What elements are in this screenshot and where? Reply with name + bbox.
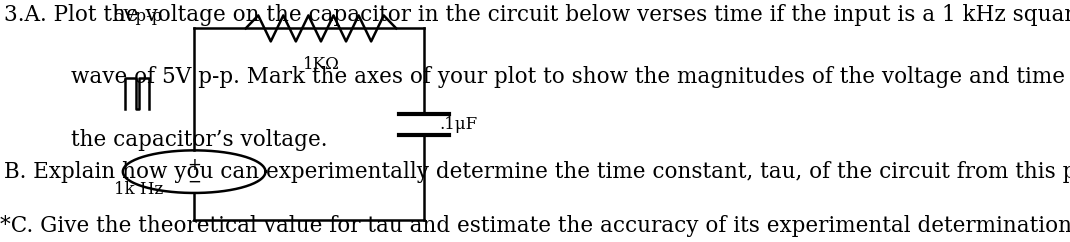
Text: 1k Hz: 1k Hz (114, 181, 164, 198)
Text: 5Vp-p: 5Vp-p (114, 8, 164, 25)
Text: *C. Give the theoretical value for tau and estimate the accuracy of its experime: *C. Give the theoretical value for tau a… (0, 215, 1070, 237)
Text: 1KΩ: 1KΩ (303, 56, 339, 73)
Text: .1μF: .1μF (440, 116, 478, 133)
Text: the capacitor’s voltage.: the capacitor’s voltage. (72, 129, 327, 151)
Text: B. Explain how you can experimentally determine the time constant, tau, of the c: B. Explain how you can experimentally de… (4, 161, 1070, 183)
Text: 3.A. Plot the voltage on the capacitor in the circuit below verses time if the i: 3.A. Plot the voltage on the capacitor i… (4, 4, 1070, 26)
Text: +: + (187, 156, 201, 174)
Text: wave of 5V p-p. Mark the axes of your plot to show the magnitudes of the voltage: wave of 5V p-p. Mark the axes of your pl… (72, 66, 1070, 88)
Text: −: − (187, 172, 201, 190)
